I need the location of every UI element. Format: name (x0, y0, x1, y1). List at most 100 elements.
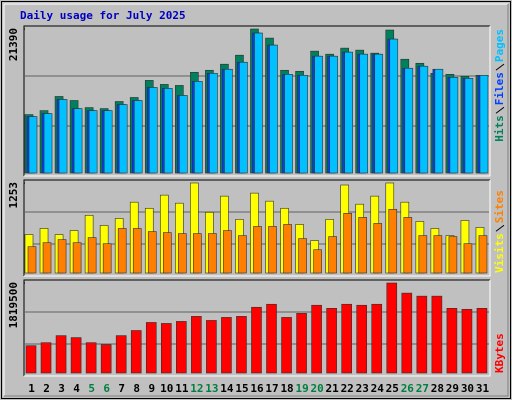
bar (311, 304, 322, 374)
bar (449, 77, 459, 174)
bevel-dark (4, 4, 509, 397)
bar (386, 282, 398, 374)
bar (269, 44, 278, 174)
x-tick-label: 9 (148, 382, 155, 395)
bar (43, 113, 53, 174)
x-tick-label: 17 (265, 382, 278, 395)
bar (70, 337, 82, 374)
bar (433, 235, 443, 274)
bar (163, 88, 173, 174)
bar (388, 208, 398, 274)
panel-bevel-dark (23, 179, 490, 276)
legend-label: Files (493, 72, 506, 105)
bar (87, 237, 97, 274)
x-tick-label: 22 (341, 382, 354, 395)
bar (148, 87, 158, 174)
bar (476, 308, 488, 374)
legend-separator (495, 63, 505, 71)
bar (72, 242, 82, 274)
x-tick-label: 16 (250, 382, 264, 395)
x-tick-label: 24 (371, 382, 385, 395)
panel-bevel-light (24, 180, 491, 277)
bar (100, 344, 112, 374)
bar (341, 303, 352, 374)
bar (115, 335, 127, 374)
bar (343, 213, 352, 274)
x-tick-label: 20 (311, 382, 324, 395)
bar (85, 342, 97, 374)
bar (416, 295, 428, 374)
x-tick-label: 7 (118, 382, 125, 395)
x-tick-label: 29 (446, 382, 459, 395)
x-tick-label: 1 (28, 382, 35, 395)
bar (160, 323, 172, 374)
x-tick-label: 30 (461, 382, 474, 395)
x-tick-label: 5 (88, 382, 95, 395)
bar (179, 95, 188, 174)
x-tick-label: 3 (58, 382, 65, 395)
x-tick-label: 18 (280, 382, 293, 395)
panel-bevel-dark (23, 279, 490, 376)
bar (208, 233, 217, 274)
y-tick-label: 21390 (7, 28, 20, 61)
bar (102, 243, 112, 274)
bar (176, 321, 187, 374)
bar (58, 99, 68, 174)
bar (209, 72, 218, 174)
bar (206, 320, 217, 374)
bar (434, 68, 444, 174)
x-tick-label: 8 (133, 382, 140, 395)
bar (329, 55, 338, 174)
x-tick-label: 27 (416, 382, 429, 395)
x-tick-label: 12 (190, 382, 203, 395)
x-tick-label: 31 (476, 382, 490, 395)
bar (27, 246, 37, 274)
legend-label: Visits (493, 233, 506, 273)
bar (251, 306, 262, 374)
bar (479, 75, 489, 174)
bar (57, 239, 67, 274)
bar (314, 55, 323, 174)
bar (356, 304, 368, 374)
x-tick-label: 11 (175, 382, 189, 395)
bar (268, 226, 277, 274)
panel-bevel-light (24, 280, 491, 377)
x-tick-label: 23 (356, 382, 369, 395)
x-tick-label: 26 (401, 382, 415, 395)
bar (191, 316, 202, 374)
bar (223, 230, 232, 274)
bar (253, 226, 262, 274)
bar (389, 38, 399, 174)
bar (419, 65, 429, 174)
x-tick-label: 28 (431, 382, 444, 395)
bar (118, 104, 128, 174)
bar (254, 32, 263, 174)
bar (238, 235, 247, 274)
bar (239, 61, 248, 174)
bar (236, 316, 247, 374)
x-tick-label: 19 (295, 382, 308, 395)
x-tick-label: 21 (326, 382, 340, 395)
bar (147, 231, 157, 274)
y-tick-label: 1819500 (7, 282, 20, 328)
bar (298, 238, 307, 274)
bar (358, 217, 368, 274)
bar (221, 317, 232, 374)
bar (403, 217, 413, 274)
bar (431, 295, 443, 374)
bar (446, 308, 458, 374)
chart-title: Daily usage for July 2025 (20, 9, 186, 22)
bar (374, 53, 384, 174)
bar (28, 116, 38, 174)
bar (133, 100, 143, 174)
legend-label: Hits (493, 115, 506, 142)
bar (103, 110, 113, 174)
bevel-light (3, 3, 508, 396)
bar (40, 342, 52, 374)
bar (464, 78, 474, 174)
bar (224, 68, 233, 174)
bar (371, 303, 383, 374)
